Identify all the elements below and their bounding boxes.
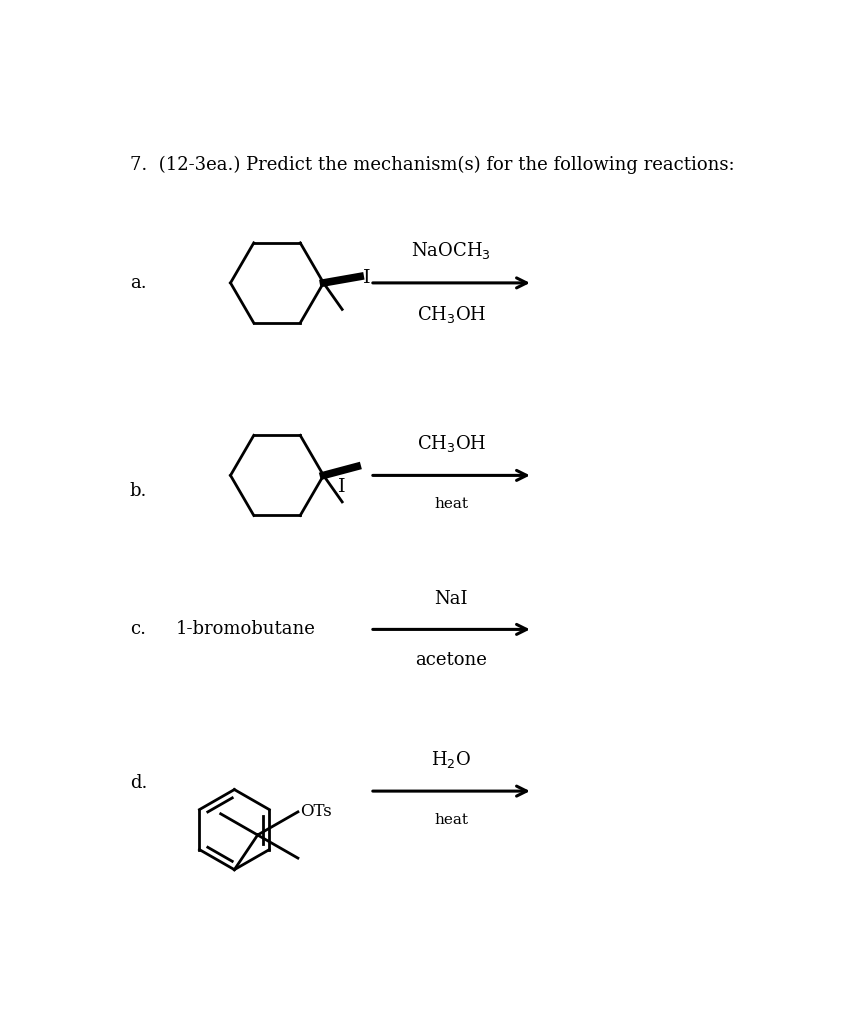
- Text: c.: c.: [130, 620, 146, 638]
- Text: NaI: NaI: [435, 590, 468, 608]
- Text: CH$_3$OH: CH$_3$OH: [417, 304, 486, 325]
- Text: a.: a.: [130, 274, 147, 292]
- Text: OTs: OTs: [300, 803, 332, 820]
- Text: acetone: acetone: [416, 651, 487, 669]
- Text: b.: b.: [130, 482, 147, 500]
- Text: heat: heat: [435, 813, 469, 826]
- Text: I: I: [363, 269, 371, 287]
- Text: 1-bromobutane: 1-bromobutane: [176, 620, 316, 638]
- Text: CH$_3$OH: CH$_3$OH: [417, 433, 486, 453]
- Text: d.: d.: [130, 775, 147, 793]
- Text: H$_2$O: H$_2$O: [431, 748, 471, 770]
- Text: heat: heat: [435, 497, 469, 511]
- Text: I: I: [338, 478, 346, 496]
- Text: NaOCH$_3$: NaOCH$_3$: [412, 240, 492, 262]
- Text: 7.  (12-3ea.) Predict the mechanism(s) for the following reactions:: 7. (12-3ea.) Predict the mechanism(s) fo…: [130, 156, 734, 174]
